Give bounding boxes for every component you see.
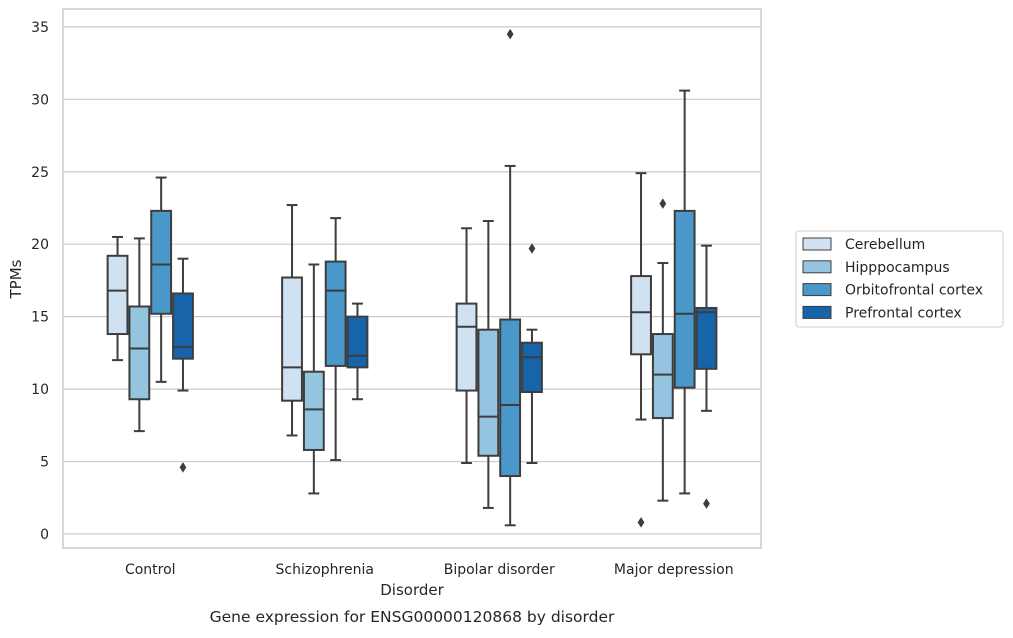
box-iqr [302, 370, 325, 451]
legend-swatch [802, 305, 832, 319]
outlier-point [179, 462, 187, 473]
y-tick-label: 0 [40, 527, 49, 543]
legend-swatch [802, 260, 832, 274]
y-tick-labels: 0 5 10 15 20 25 30 35 [31, 20, 49, 543]
legend-label: Hipppocampus [845, 260, 950, 276]
box-iqr [281, 276, 303, 402]
box-3-2 [521, 243, 543, 464]
outlier-point [506, 28, 514, 40]
x-tick-label: Bipolar disorder [444, 562, 555, 578]
x-tick-label: Major depression [614, 562, 734, 578]
box-iqr [106, 254, 129, 336]
y-tick-label: 20 [31, 237, 49, 253]
box-0-0 [106, 235, 129, 362]
box-0-1 [281, 204, 303, 437]
box-iqr [477, 328, 500, 457]
box-iqr [346, 315, 369, 369]
chart-caption: Gene expression for ENSG00000120868 by d… [210, 608, 615, 626]
x-tick-label: Schizophrenia [276, 562, 374, 578]
legend-label: Prefrontal cortex [845, 305, 962, 321]
box-1-3 [651, 198, 674, 502]
box-iqr [150, 209, 173, 315]
y-tick-label: 35 [31, 20, 49, 36]
box-iqr [172, 292, 194, 360]
outlier-point [659, 198, 667, 209]
box-3-3 [695, 244, 718, 509]
box-2-3 [673, 89, 696, 495]
outlier-point [528, 243, 536, 254]
x-tick-labels: Control Schizophrenia Bipolar disorder Majo… [125, 562, 734, 578]
box-1-1 [302, 263, 325, 495]
y-tick-label: 25 [31, 165, 49, 181]
box-2-1 [324, 217, 347, 462]
box-iqr [651, 333, 674, 420]
box-2-0 [150, 176, 173, 383]
legend-frame [795, 230, 1004, 328]
box-0-3 [630, 172, 652, 528]
box-1-0 [128, 237, 151, 433]
x-axis-label: Disorder [380, 581, 444, 599]
outlier-point [637, 517, 645, 528]
box-iqr [499, 318, 522, 478]
plot-frame [62, 8, 762, 549]
box-iqr [695, 306, 718, 370]
y-tick-label: 15 [31, 310, 49, 326]
y-tick-label: 10 [31, 382, 49, 398]
box-1-2 [477, 220, 500, 509]
box-iqr [128, 305, 151, 401]
legend-swatch [802, 283, 832, 297]
legend-label: Cerebellum [845, 237, 925, 253]
outlier-point [703, 498, 710, 509]
legend-label: Orbitofrontal cortex [845, 283, 983, 299]
box-2-2 [499, 28, 522, 527]
y-tick-label: 30 [31, 92, 49, 108]
y-axis-label: TPMs [7, 259, 25, 299]
box-iqr [630, 275, 652, 356]
box-iqr [521, 341, 543, 393]
box-iqr [455, 302, 478, 392]
box-series [106, 28, 718, 528]
box-3-0 [172, 257, 194, 473]
box-iqr [673, 209, 696, 389]
box-0-2 [455, 227, 478, 464]
y-tick-label: 5 [40, 455, 49, 471]
x-tick-label: Control [125, 562, 176, 578]
legend-swatch [802, 237, 832, 251]
legend: Cerebellum Hipppocampus Orbitofrontal cort… [795, 230, 1004, 328]
box-3-1 [346, 302, 369, 401]
box-iqr [324, 260, 347, 367]
